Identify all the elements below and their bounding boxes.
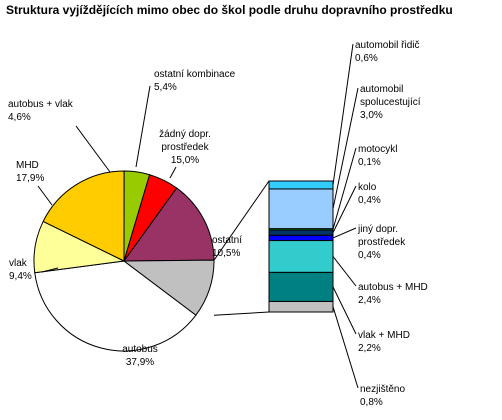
bar-label-jiny-dopr-prostredek: jiný dopr. prostředek 0,4% <box>357 224 406 261</box>
connector-line <box>213 180 270 261</box>
bar-label-autobus-mhd: autobus + MHD 2,4% <box>358 282 428 306</box>
leader-line <box>332 43 354 186</box>
bar-segment-automobil-ridic <box>268 180 334 190</box>
leader-line <box>169 166 177 179</box>
connectors <box>213 180 270 316</box>
pie-label-mhd: MHD 17,9% <box>16 160 44 184</box>
leader-line <box>332 256 357 287</box>
pie-label-autobus-vlak: autobus + vlak 4,6% <box>8 99 74 123</box>
leader-line <box>332 147 357 230</box>
bar-label-motocykl: motocykl 0,1% <box>358 144 397 168</box>
bar-segment-autobus-mhd <box>268 240 334 273</box>
pie-slice-autobus <box>34 260 197 352</box>
pie-slice-ostatni <box>123 259 215 316</box>
leader-lines <box>37 43 359 389</box>
leader-line <box>332 286 357 335</box>
leader-line <box>75 125 111 173</box>
data-labels: autobus 37,9% vlak 9,4% MHD 17,9% autobus + vl… <box>8 40 428 408</box>
pie-slice-mhd <box>42 170 125 262</box>
leader-line <box>332 185 357 233</box>
bar-label-kolo: kolo 0,4% <box>358 182 381 206</box>
bar-segment-vlak-mhd <box>268 271 334 302</box>
bar-label-automobil-ridic: automobil řidič 0,6% <box>355 40 419 64</box>
pie <box>33 170 215 352</box>
pie-label-vlak: vlak 9,4% <box>9 258 32 282</box>
leader-line <box>37 185 53 206</box>
leader-line <box>332 87 359 209</box>
pie-label-zadny-dopr-prostredek: žádný dopr. prostředek 15,0% <box>159 129 211 166</box>
pie-label-ostatni: ostatní 10,5% <box>212 235 242 259</box>
leader-line <box>332 306 359 389</box>
pie-label-autobus: autobus 37,9% <box>122 344 158 368</box>
leader-line <box>135 85 151 168</box>
bar-segment-automobil-spolucestujici <box>268 188 334 230</box>
chart-title: Struktura vyjíždějících mimo obec do ško… <box>6 3 453 17</box>
bar-label-automobil-spolucestujici: automobil spolucestující 3,0% <box>360 84 421 121</box>
leader-line <box>332 227 357 239</box>
bar-label-nezjisteno: nezjištěno 0,8% <box>360 384 405 408</box>
breakdown-bar <box>268 180 334 313</box>
bar-label-vlak-mhd: vlak + MHD 2,2% <box>358 330 410 354</box>
pie-label-ostatni-kombinace: ostatní kombinace 5,4% <box>154 69 236 93</box>
bar-segment-jiny-dopr-prostredek <box>268 234 334 242</box>
bar-segment-kolo <box>268 229 334 236</box>
connector-line <box>213 311 270 316</box>
pie-slice-zadny-dopr-prostredek <box>123 187 215 262</box>
bar-segment-nezjisteno <box>268 300 334 313</box>
leader-line <box>41 267 59 273</box>
